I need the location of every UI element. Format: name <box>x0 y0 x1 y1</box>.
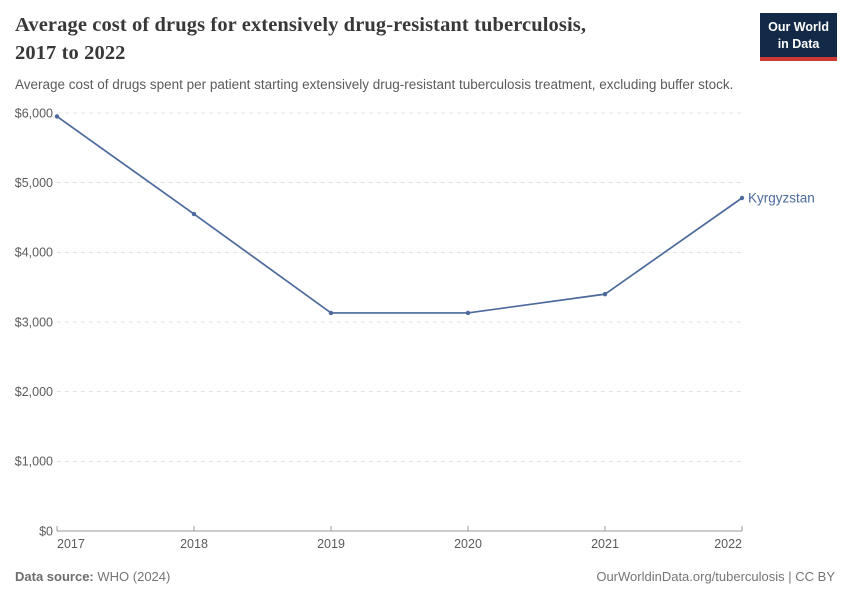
y-tick-label: $0 <box>39 524 53 538</box>
series-end-label: Kyrgyzstan <box>748 190 815 205</box>
data-source: Data source: WHO (2024) <box>15 569 170 584</box>
data-point-marker <box>465 310 471 316</box>
chart-title-line1: Average cost of drugs for extensively dr… <box>15 14 587 36</box>
footer-attribution: OurWorldinData.org/tuberculosis | CC BY <box>596 569 835 584</box>
owid-logo-line2: in Data <box>777 36 820 51</box>
owid-logo: Our World in Data <box>760 13 837 61</box>
y-tick-label: $6,000 <box>15 106 53 120</box>
y-tick-label: $4,000 <box>15 246 53 260</box>
data-point-marker <box>602 291 608 297</box>
chart-subtitle: Average cost of drugs spent per patient … <box>15 77 734 92</box>
x-tick-label: 2019 <box>317 537 345 551</box>
x-tick-label: 2018 <box>180 537 208 551</box>
data-point-marker <box>739 195 745 201</box>
data-source-label: Data source: <box>15 569 94 584</box>
x-tick-label: 2022 <box>714 537 742 551</box>
data-point-marker <box>191 211 197 217</box>
y-tick-label: $3,000 <box>15 315 53 329</box>
x-tick-label: 2020 <box>454 537 482 551</box>
data-point-marker <box>54 114 60 119</box>
y-tick-label: $5,000 <box>15 176 53 190</box>
chart-title-line2: 2017 to 2022 <box>15 42 126 64</box>
chart-canvas: $0 $1,000 $2,000 $3,000 $4,000 $5,000 $6,000 20… <box>15 106 815 551</box>
y-tick-label: $2,000 <box>15 385 53 399</box>
x-tick-label: 2021 <box>591 537 619 551</box>
series-line <box>56 115 743 314</box>
x-tick-label: 2017 <box>57 537 85 551</box>
y-tick-label: $1,000 <box>15 455 53 469</box>
data-source-value: WHO (2024) <box>97 569 171 584</box>
chart-title: Average cost of drugs for extensively dr… <box>15 11 586 67</box>
data-point-marker <box>328 310 334 316</box>
owid-logo-line1: Our World <box>768 20 829 34</box>
